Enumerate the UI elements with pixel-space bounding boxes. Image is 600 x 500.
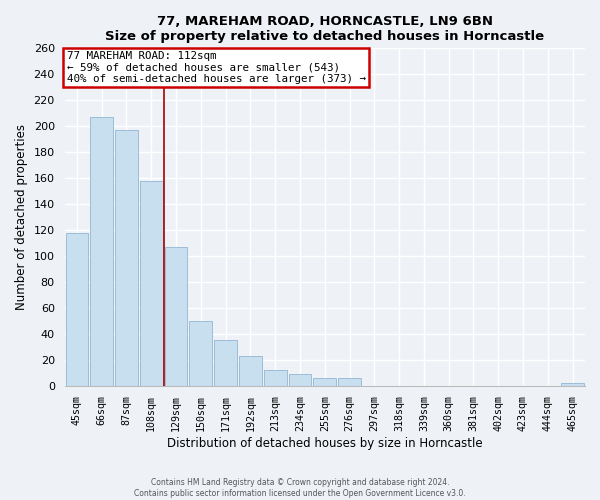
Bar xyxy=(164,247,187,386)
Bar xyxy=(239,356,262,386)
Text: 77 MAREHAM ROAD: 112sqm
← 59% of detached houses are smaller (543)
40% of semi-d: 77 MAREHAM ROAD: 112sqm ← 59% of detache… xyxy=(67,51,365,84)
Bar xyxy=(561,383,584,386)
Bar xyxy=(140,180,163,386)
Text: Contains HM Land Registry data © Crown copyright and database right 2024.
Contai: Contains HM Land Registry data © Crown c… xyxy=(134,478,466,498)
Bar xyxy=(214,340,237,386)
Y-axis label: Number of detached properties: Number of detached properties xyxy=(15,124,28,310)
Bar xyxy=(289,374,311,386)
X-axis label: Distribution of detached houses by size in Horncastle: Distribution of detached houses by size … xyxy=(167,437,482,450)
Bar xyxy=(65,232,88,386)
Bar xyxy=(91,117,113,386)
Bar xyxy=(313,378,336,386)
Bar xyxy=(338,378,361,386)
Bar xyxy=(264,370,287,386)
Bar xyxy=(115,130,138,386)
Bar xyxy=(190,321,212,386)
Title: 77, MAREHAM ROAD, HORNCASTLE, LN9 6BN
Size of property relative to detached hous: 77, MAREHAM ROAD, HORNCASTLE, LN9 6BN Si… xyxy=(105,15,544,43)
